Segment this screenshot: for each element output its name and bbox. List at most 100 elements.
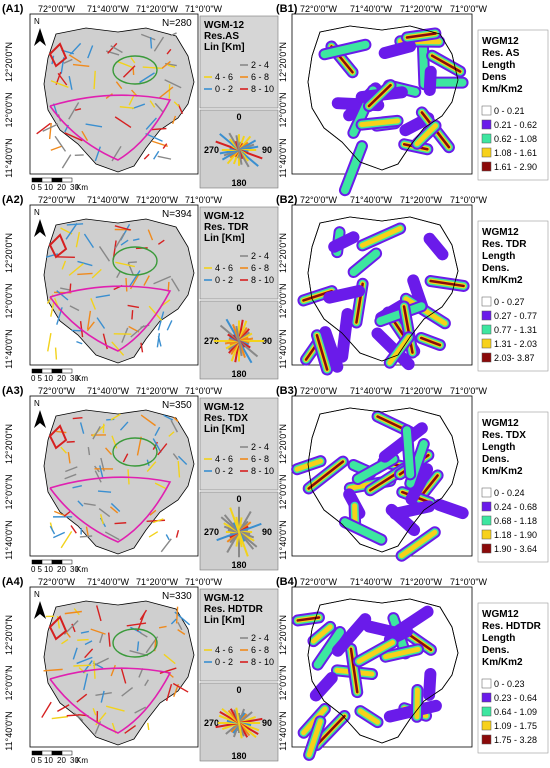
lineament-segment xyxy=(42,123,59,132)
lat-tick-label: 11°40'0"N xyxy=(4,329,14,368)
rose-petal xyxy=(238,340,243,357)
rose-label-south: 180 xyxy=(231,751,246,761)
density-band xyxy=(359,118,401,128)
density-legend-swatch xyxy=(481,515,492,526)
density-band xyxy=(315,333,329,371)
scale-label: 20 xyxy=(57,565,66,574)
lon-tick-label: 71°20'0"W xyxy=(400,4,443,14)
lon-tick-label: 71°40'0"W xyxy=(87,195,130,205)
density-legend-label: 1.08 - 1.61 xyxy=(494,148,537,158)
lineament-segment xyxy=(97,490,112,493)
length-legend-title: WGM-12 xyxy=(204,20,244,31)
length-legend-box xyxy=(199,15,279,109)
lineament-segment xyxy=(177,621,183,631)
scale-bar-segment xyxy=(41,750,53,756)
lineament-segment xyxy=(87,446,91,456)
lat-tick-label: 11°40'0"N xyxy=(4,711,14,750)
lineament-segment xyxy=(126,622,147,627)
scale-unit: Km xyxy=(76,183,88,192)
lineament-segment xyxy=(136,641,140,652)
lineament-segment xyxy=(157,239,165,245)
scale-label: 10 xyxy=(44,374,53,383)
density-band xyxy=(389,500,436,520)
scale-label: 30 xyxy=(70,183,79,192)
scale-bar-segment xyxy=(61,559,73,565)
structure-outline-green xyxy=(112,55,158,85)
density-band xyxy=(399,529,438,559)
lineament-segment xyxy=(163,653,176,665)
lineament-segment xyxy=(170,278,180,292)
panel-tag-left: (A3) xyxy=(2,385,24,397)
lineament-segment xyxy=(67,451,71,464)
lineament-segment xyxy=(61,260,67,270)
density-legend-label: 1.61 - 2.90 xyxy=(494,162,537,172)
length-legend-title: WGM-12 xyxy=(204,402,244,413)
structure-outline-magenta xyxy=(49,667,172,734)
lineament-segment xyxy=(131,103,146,110)
structure-outline-magenta xyxy=(49,94,172,161)
structure-outline-green xyxy=(112,437,158,467)
lineament-segment xyxy=(125,277,128,292)
scale-label: 10 xyxy=(44,565,53,574)
lineament-segment xyxy=(68,54,82,64)
density-band xyxy=(328,231,360,253)
lineament-segment xyxy=(149,509,157,516)
panel-tag-left: (A2) xyxy=(2,194,24,206)
length-legend-title: Res. TDR xyxy=(204,222,249,233)
density-legend-title: Km/Km2 xyxy=(482,84,523,95)
lineament-segment xyxy=(100,690,105,703)
lineament-segment xyxy=(49,525,56,535)
rose-label-south: 180 xyxy=(231,178,246,188)
lineament-segment xyxy=(138,668,144,678)
lineament-segment xyxy=(65,632,71,638)
lineament-segment xyxy=(163,414,174,421)
lineament-segment xyxy=(114,232,125,249)
length-legend-title: Res. TDX xyxy=(204,413,248,424)
lineament-segment xyxy=(173,416,179,423)
panel-tag-right: (B4) xyxy=(276,576,298,588)
panel-tag-right: (B1) xyxy=(276,3,298,15)
lineament-segment xyxy=(149,36,153,49)
lineament-segment xyxy=(114,522,127,525)
lineament-segment xyxy=(120,667,127,684)
density-band xyxy=(383,646,421,660)
lineament-segment xyxy=(68,75,73,90)
lineament-segment xyxy=(160,538,172,553)
lineament-segment xyxy=(36,122,51,135)
row-1: (A1) 72°0'0"W 71°40'0"W 71°20'0"W 71°0'0"W 12… xyxy=(2,3,549,197)
lineament-segment xyxy=(146,461,157,472)
island-outline xyxy=(307,407,459,553)
lineament-segment xyxy=(54,135,67,152)
lineament-segment xyxy=(77,500,84,507)
length-legend-label: 0 - 2 xyxy=(215,275,233,285)
lineament-segment xyxy=(122,453,129,463)
density-legend-swatch xyxy=(481,501,492,512)
rose-label-north: 0 xyxy=(236,112,241,122)
density-legend-swatch xyxy=(481,310,492,321)
lineament-segment xyxy=(167,64,176,68)
lat-tick-label: 12°0'0"N xyxy=(4,665,14,700)
lon-tick-label: 71°0'0"W xyxy=(185,386,223,396)
lineament-segment xyxy=(73,712,84,722)
lineament-segment xyxy=(143,275,150,286)
lon-tick-label: 72°0'0"W xyxy=(300,386,338,396)
lineament-segment xyxy=(172,682,189,693)
length-legend-label: 0 - 2 xyxy=(215,657,233,667)
lineament-segment xyxy=(99,465,104,479)
lineament-segment xyxy=(63,620,79,635)
density-legend-swatch xyxy=(481,692,492,703)
lat-tick-label: 12°0'0"N xyxy=(4,474,14,509)
lineament-segment xyxy=(158,625,167,629)
lineament-segment xyxy=(55,256,75,259)
lon-tick-label: 71°40'0"W xyxy=(350,4,393,14)
lineament-segment xyxy=(140,414,156,427)
lineament-segment xyxy=(143,153,150,160)
density-legend-title: Km/Km2 xyxy=(482,466,523,477)
lineament-segment xyxy=(154,102,164,113)
density-legend-label: 0.27 - 0.77 xyxy=(494,311,537,321)
lineament-segment xyxy=(76,693,88,703)
lineament-segment xyxy=(154,482,167,490)
lat-tick-label: 11°40'0"N xyxy=(4,138,14,177)
lineament-segment xyxy=(91,268,102,279)
